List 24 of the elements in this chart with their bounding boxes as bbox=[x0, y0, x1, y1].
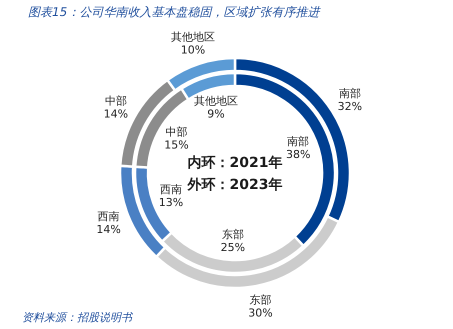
data-label: 9% bbox=[207, 108, 225, 121]
slice-label: 东部 bbox=[249, 294, 272, 307]
slice-label: 西南 bbox=[160, 183, 182, 196]
text: 资料来源：招股说明书 bbox=[22, 311, 134, 324]
text: 外环：2023年 bbox=[186, 177, 282, 193]
slice-label: 中部 bbox=[104, 94, 127, 108]
data-label: 32% bbox=[338, 100, 362, 114]
data-label: 14% bbox=[104, 107, 128, 120]
data-label: 30% bbox=[248, 306, 273, 320]
data-label: 15% bbox=[164, 138, 189, 152]
slice-label: 其他地区 bbox=[194, 94, 238, 108]
data-label: 38% bbox=[286, 148, 310, 161]
slice-label: 南部 bbox=[287, 134, 310, 148]
data-label: 10% bbox=[180, 44, 206, 57]
slice-label: 东部 bbox=[222, 228, 244, 241]
slice-label: 西南 bbox=[98, 210, 120, 224]
data-label: 14% bbox=[96, 223, 121, 236]
slice-label: 其他地区 bbox=[170, 30, 215, 44]
slice-label: 南部 bbox=[338, 87, 361, 100]
text: 内环：2021年 bbox=[188, 155, 282, 171]
data-label: 13% bbox=[158, 196, 184, 210]
chart-title: 图表15：公司华南收入基本盘稳固，区域扩张有序推进 bbox=[28, 5, 322, 19]
data-label: 25% bbox=[220, 240, 246, 254]
slice-label: 中部 bbox=[165, 125, 188, 138]
